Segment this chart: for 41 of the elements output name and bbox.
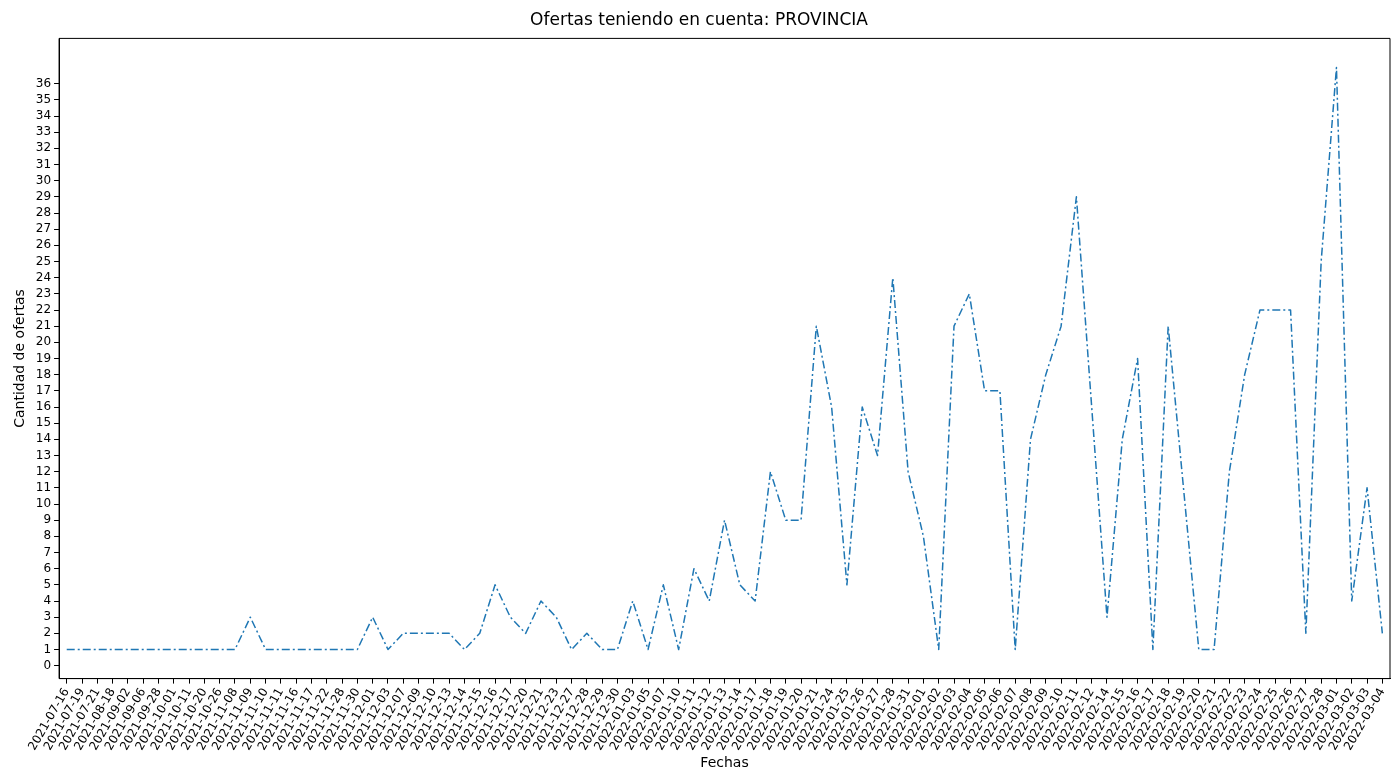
y-tick-label: 2 <box>43 625 52 640</box>
y-tick-label: 36 <box>35 75 52 90</box>
chart-title: Ofertas teniendo en cuenta: PROVINCIA <box>530 8 869 29</box>
y-tick-label: 14 <box>35 431 52 446</box>
y-axis-title: Cantidad de ofertas <box>11 289 28 428</box>
x-axis-title: Fechas <box>700 754 749 771</box>
y-tick-label: 28 <box>35 205 52 220</box>
y-tick-label: 32 <box>35 140 52 155</box>
y-tick-label: 8 <box>43 528 52 543</box>
y-tick-label: 10 <box>35 496 52 511</box>
y-tick-label: 26 <box>35 237 52 252</box>
y-tick-label: 19 <box>35 350 52 365</box>
y-tick-label: 23 <box>35 285 52 300</box>
y-tick-label: 16 <box>35 399 52 414</box>
y-tick-label: 25 <box>35 253 52 268</box>
y-tick-label: 9 <box>43 512 52 527</box>
y-tick-label: 21 <box>35 318 52 333</box>
y-tick-label: 31 <box>35 156 52 171</box>
y-tick-label: 0 <box>43 657 52 672</box>
y-tick-label: 27 <box>35 221 52 236</box>
y-tick-label: 33 <box>35 124 52 139</box>
y-tick-label: 12 <box>35 463 52 478</box>
y-tick-label: 1 <box>43 641 52 656</box>
y-tick-label: 29 <box>35 188 52 203</box>
y-tick-label: 24 <box>35 269 52 284</box>
y-tick-label: 11 <box>35 479 52 494</box>
y-tick-label: 34 <box>35 108 52 123</box>
y-tick-label: 15 <box>35 415 52 430</box>
y-tick-label: 4 <box>43 593 52 608</box>
y-tick-label: 3 <box>43 609 52 624</box>
y-tick-label: 20 <box>35 334 52 349</box>
y-tick-label: 17 <box>35 382 52 397</box>
y-tick-label: 5 <box>43 576 52 591</box>
y-tick-label: 13 <box>35 447 52 462</box>
line-series <box>65 66 1384 651</box>
y-tick-label: 18 <box>35 366 52 381</box>
y-tick-label: 6 <box>43 560 52 575</box>
y-tick-label: 30 <box>35 172 52 187</box>
y-tick-label: 35 <box>35 91 52 106</box>
y-tick-label: 7 <box>43 544 52 559</box>
y-tick-label: 22 <box>35 302 52 317</box>
